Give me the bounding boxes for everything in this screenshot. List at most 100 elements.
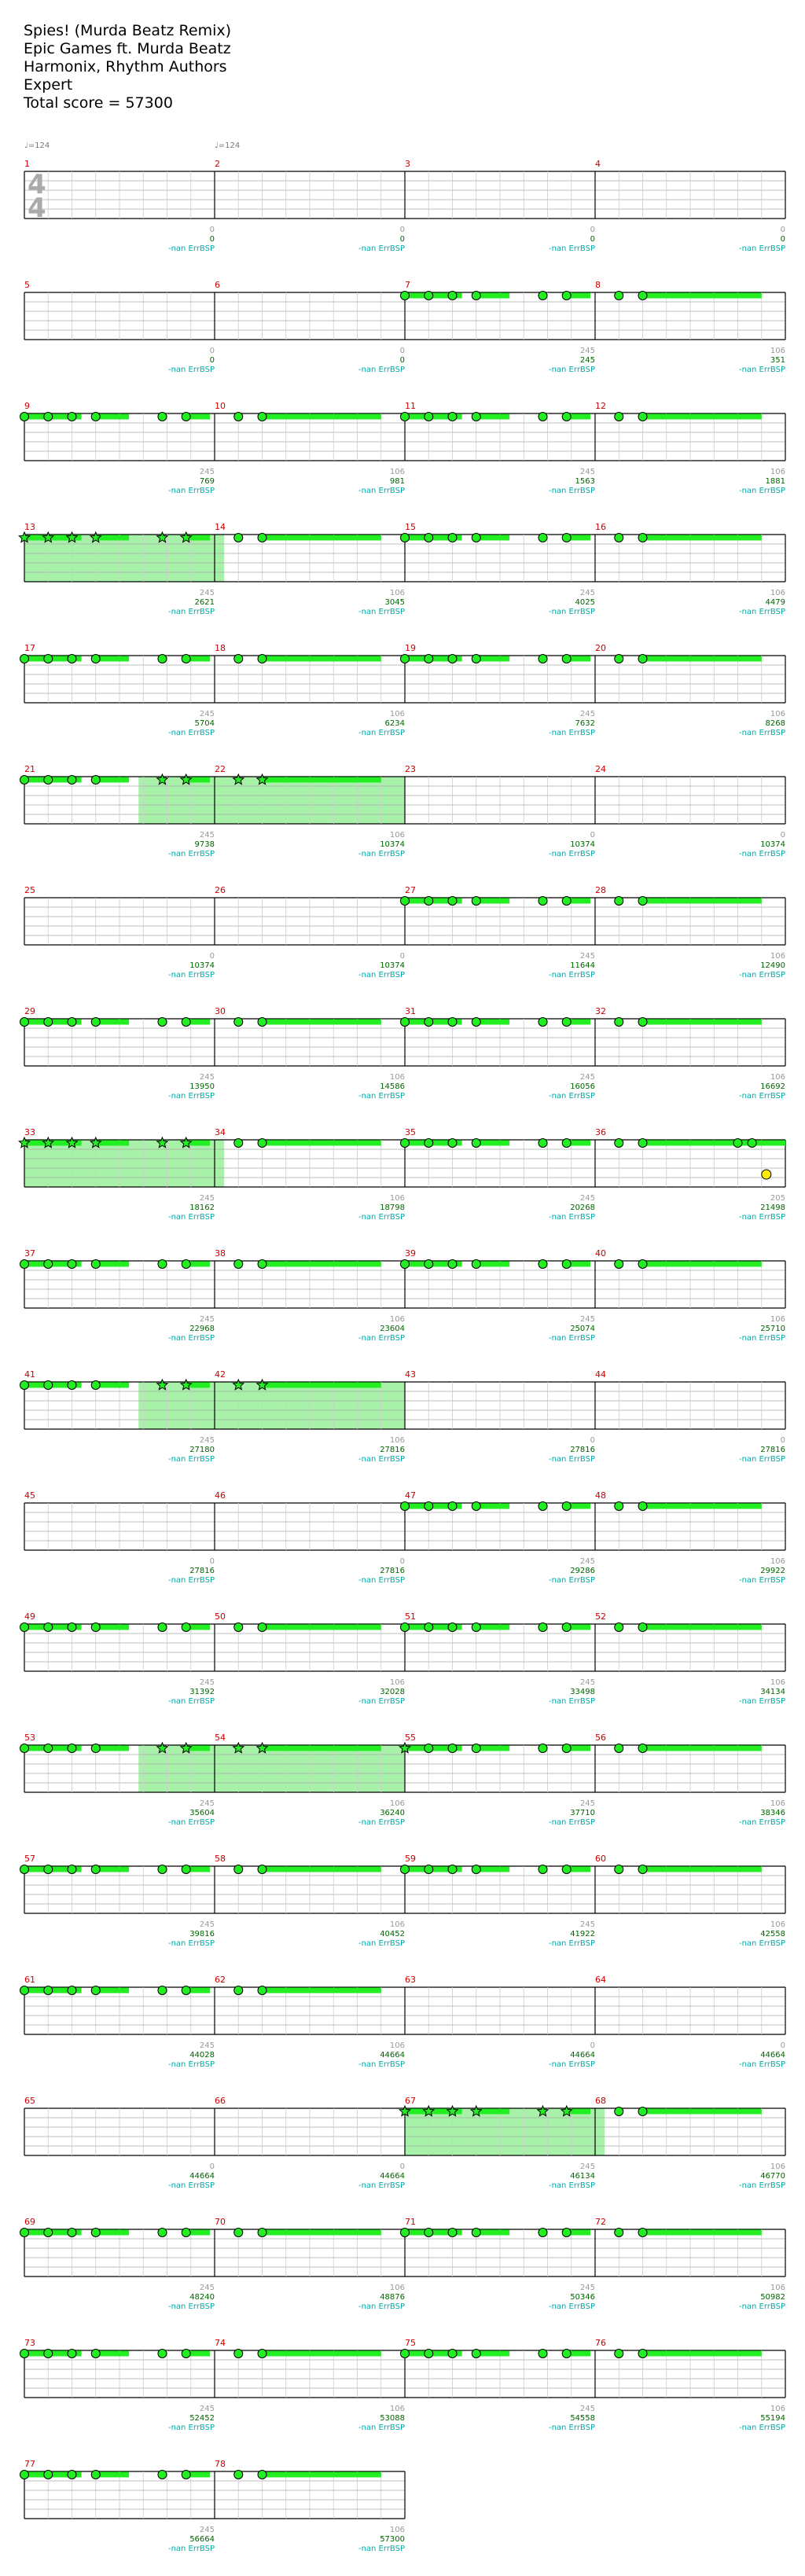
note-head	[157, 1986, 167, 1995]
measure-number: 43	[405, 1369, 416, 1380]
note-head	[157, 2228, 167, 2237]
measure-tag: -nan ErrBSP	[739, 1818, 785, 1827]
measure-score: 0	[210, 356, 215, 365]
measure-score: 50346	[570, 2293, 595, 2302]
measure-number: 13	[24, 522, 35, 532]
measure-tag: -nan ErrBSP	[358, 1939, 405, 1948]
measure-score: 20268	[570, 1203, 595, 1212]
measure-streak: 0	[210, 226, 215, 234]
measure-streak: 106	[770, 468, 785, 476]
measure-number: 69	[24, 2217, 35, 2227]
note-head	[638, 896, 648, 906]
measure-number: 75	[405, 2338, 416, 2348]
note-head	[43, 1259, 53, 1269]
note-head	[20, 412, 29, 421]
note-head	[447, 1138, 458, 1148]
note-head	[424, 2349, 434, 2358]
measure-tag: -nan ErrBSP	[549, 1455, 595, 1464]
note-head	[471, 1259, 481, 1269]
measure-streak: 106	[390, 1315, 405, 1324]
note-head	[424, 1017, 434, 1027]
note-head	[614, 1865, 624, 1874]
measure-score: 4025	[575, 598, 595, 607]
note-head	[400, 291, 410, 300]
note-head	[424, 1744, 434, 1753]
measure-number: 61	[24, 1975, 35, 1985]
measure-streak: 106	[770, 1799, 785, 1808]
measure-tag: -nan ErrBSP	[549, 487, 595, 495]
note-head	[233, 654, 244, 663]
measure-score: 0	[400, 235, 405, 244]
note-head	[614, 412, 624, 421]
measure-tag: -nan ErrBSP	[168, 1939, 215, 1948]
measure-number: 36	[595, 1127, 606, 1137]
measure-score: 39816	[189, 1930, 215, 1938]
note-head	[614, 1744, 624, 1753]
measure-score: 52452	[189, 2414, 215, 2423]
note-head	[400, 2349, 410, 2358]
measure-score: 46134	[570, 2172, 595, 2181]
measure-streak: 106	[390, 2041, 405, 2050]
measure-number: 15	[405, 522, 416, 532]
note-head	[90, 1017, 101, 1027]
measure-streak: 0	[400, 347, 405, 355]
measure-number: 14	[215, 522, 226, 532]
measure-number: 41	[24, 1369, 35, 1380]
measure-streak: 106	[770, 2405, 785, 2413]
note-head	[400, 533, 410, 542]
measure-number: 33	[24, 1127, 35, 1137]
note-head	[157, 2349, 167, 2358]
note-head	[181, 1259, 191, 1269]
note-head	[447, 291, 458, 300]
measure-streak: 106	[390, 1073, 405, 1082]
measure-tag: -nan ErrBSP	[549, 850, 595, 858]
measure-score: 44028	[189, 2051, 215, 2060]
note-head	[157, 412, 167, 421]
measure-number: 5	[24, 280, 30, 290]
charter-credit: Harmonix, Rhythm Authors	[24, 58, 227, 75]
measure-score: 10374	[760, 840, 785, 849]
note-head	[638, 1017, 648, 1027]
note-head	[447, 1622, 458, 1632]
measure-score: 1563	[575, 477, 595, 486]
note-head	[447, 1501, 458, 1511]
measure-score: 38346	[760, 1809, 785, 1817]
measure-score: 56664	[189, 2535, 215, 2544]
measure-streak: 106	[390, 2405, 405, 2413]
note-head	[638, 291, 648, 300]
measure-number: 26	[215, 885, 226, 895]
measure-tag: -nan ErrBSP	[358, 1576, 405, 1585]
star-note	[232, 1378, 245, 1391]
note-head	[561, 1259, 572, 1269]
note-head	[400, 1017, 410, 1027]
measure-score: 53088	[380, 2414, 405, 2423]
note-head	[561, 533, 572, 542]
measure-tag: -nan ErrBSP	[168, 1334, 215, 1343]
measure-score: 44664	[380, 2172, 405, 2181]
measure-score: 0	[400, 356, 405, 365]
note-head	[614, 2349, 624, 2358]
note-head	[471, 412, 481, 421]
note-head	[614, 2228, 624, 2237]
measure-tag: -nan ErrBSP	[358, 1213, 405, 1222]
note-head	[424, 412, 434, 421]
star-note	[42, 531, 55, 543]
measure-score: 29922	[760, 1567, 785, 1575]
note-head	[614, 533, 624, 542]
measure-streak: 0	[400, 2163, 405, 2171]
measure-streak: 245	[580, 1678, 595, 1687]
measure-score: 11644	[570, 961, 595, 970]
note-head	[257, 1865, 267, 1874]
measure-tag: -nan ErrBSP	[739, 971, 785, 979]
note-head	[67, 654, 77, 663]
measure-streak: 245	[200, 2526, 215, 2534]
measure-streak: 245	[200, 1194, 215, 1203]
measure-tag: -nan ErrBSP	[739, 1455, 785, 1464]
measure-number: 3	[405, 159, 410, 169]
note-head	[20, 2228, 29, 2237]
chart-header: Spies! (Murda Beatz Remix) Epic Games ft…	[24, 22, 231, 112]
note-head	[233, 1865, 244, 1874]
measure-score: 2621	[195, 598, 215, 607]
measure-number: 51	[405, 1611, 416, 1622]
measure-streak: 106	[390, 1678, 405, 1687]
